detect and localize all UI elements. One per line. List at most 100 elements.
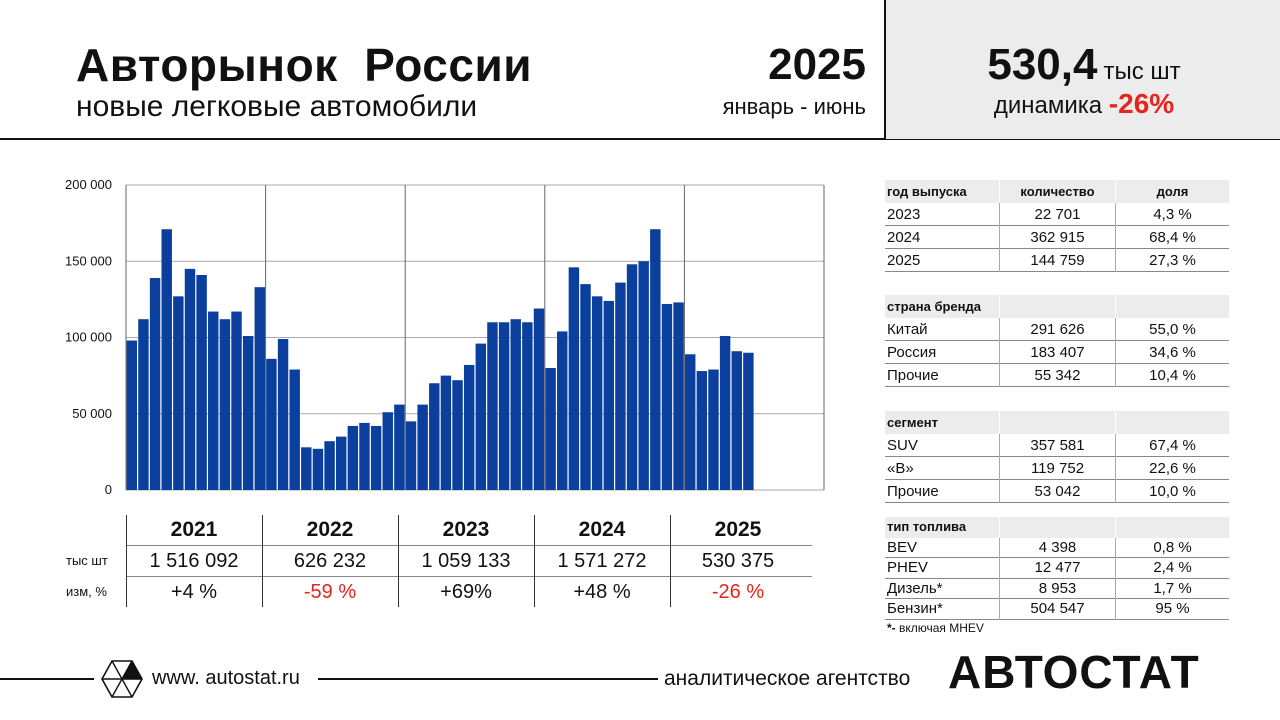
table-row: SUV 357 581 67,4 % [885,434,1229,457]
year-total-cell: 530 375 [701,550,775,572]
bar [196,274,207,490]
table-cell: 119 752 [999,457,1115,480]
table-header-cell: сегмент [887,415,938,430]
year-column-divider [398,515,399,607]
model-year-table: год выпуска количество доля 2023 22 701 4,3 %… [885,180,1229,272]
table-cell: 362 915 [999,226,1115,249]
header: Авторынок России новые легковые автомоби… [0,0,1280,140]
table-cell: 291 626 [999,318,1115,341]
bar [149,278,161,490]
table-cell: 144 759 [999,249,1115,272]
table-header-row: страна бренда [885,295,1229,318]
bar [405,421,417,490]
monthly-sales-chart: 200 000 150 000 100 000 50 000 0 [65,177,825,497]
year-column-divider [670,515,671,607]
table-cell: Китай [887,321,928,338]
bar [208,311,219,490]
dynamics: динамика -26% [886,88,1280,120]
bar [242,335,254,490]
bar [696,371,708,490]
table-cell: 55 342 [999,364,1115,387]
segment-table: сегмент SUV 357 581 67,4 % «В» 119 752 22,6 % П… [885,411,1229,503]
table-cell: Прочие [887,367,939,384]
changes-row: изм, % +4 % -59 % +69% +48 % -26 % [66,577,812,607]
table-row: «В» 119 752 22,6 % [885,457,1229,480]
bar [615,282,626,490]
bar [312,448,324,490]
year-header-cell: 2022 [306,518,354,541]
table-row: Прочие 53 042 10,0 % [885,480,1229,503]
agency-label: аналитическое агентство [664,667,911,690]
table-cell: 2025 [887,252,921,269]
bar [161,229,172,490]
table-header-row: сегмент [885,411,1229,434]
year-header-cell: 2023 [442,518,490,541]
table-cell: BEV [887,538,918,556]
year-change-cell: -59 % [303,581,357,603]
table-row: Китай 291 626 55,0 % [885,318,1229,341]
bar [731,351,742,490]
table-cell: Прочие [887,483,939,500]
bar [533,308,545,490]
bar [580,284,591,490]
table-header-cell [1115,517,1229,538]
bar [603,300,614,490]
table-header-row: тип топлива [885,517,1229,538]
table-cell: 12 477 [999,558,1115,579]
bar [359,422,370,490]
bar [347,425,359,490]
footnote: *- включая MHEV [887,621,984,635]
table-cell: 95 % [1115,599,1229,620]
table-cell: 504 547 [999,599,1115,620]
bar [487,322,498,490]
dynamics-label: динамика [993,92,1109,119]
year-total-cell: 1 059 133 [421,550,511,572]
table-cell: 22 701 [999,203,1115,226]
table-row: Прочие 55 342 10,4 % [885,364,1229,387]
dynamics-value: -26% [1108,88,1175,119]
bar [219,319,231,490]
y-tick-label: 50 000 [72,406,112,421]
total-volume: 530,4 тыс шт [886,40,1280,90]
table-header-cell: доля [1115,180,1229,203]
table-header-cell [999,411,1115,434]
year-change-cell: +69% [440,581,492,603]
year-table-divider [126,545,812,546]
table-cell: Дизель* [887,579,943,597]
table-cell: Бензин* [887,600,943,617]
bar [463,364,475,490]
table-header-cell [1115,411,1229,434]
table-cell: 68,4 % [1115,226,1229,249]
table-cell: 1,7 % [1115,578,1229,599]
table-cell: SUV [887,437,918,454]
bar [184,268,196,490]
bar [591,296,603,490]
bar [545,368,556,490]
table-cell: 27,3 % [1115,249,1229,272]
table-row: Россия 183 407 34,6 % [885,341,1229,364]
brand-name: АВТОСТАТ [948,646,1200,698]
bar [661,303,673,490]
table-header-cell [999,517,1115,538]
website-link[interactable]: www. autostat.ru [152,667,300,689]
y-tick-label: 0 [105,482,112,497]
table-cell: Россия [887,344,937,361]
table-row: Бензин* 504 547 95 % [885,599,1229,620]
bar [475,343,487,490]
total-unit: тыс шт [1103,58,1181,85]
table-cell: 34,6 % [1115,341,1229,364]
table-cell: 4,3 % [1115,203,1229,226]
bar [429,383,440,490]
table-cell: «В» [887,460,914,477]
table-header-cell [999,295,1115,318]
bar [626,264,638,490]
bar [382,412,393,490]
table-cell: 2023 [887,206,921,223]
bar [522,322,533,490]
table-row: 2025 144 759 27,3 % [885,249,1229,272]
year-total-cell: 1 516 092 [149,550,239,572]
year-column-divider [262,515,263,607]
table-row: BEV 4 398 0,8 % [885,537,1229,558]
bar [685,354,696,490]
bar [324,441,335,490]
